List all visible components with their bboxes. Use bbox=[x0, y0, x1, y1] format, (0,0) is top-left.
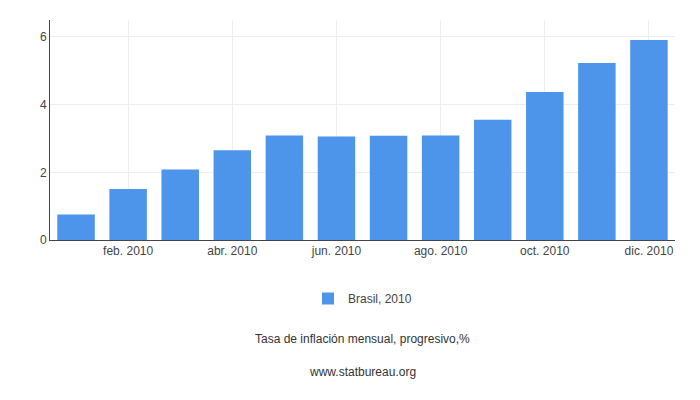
svg-text:feb. 2010: feb. 2010 bbox=[103, 244, 153, 258]
svg-text:oct. 2010: oct. 2010 bbox=[520, 244, 570, 258]
svg-text:abr. 2010: abr. 2010 bbox=[207, 244, 257, 258]
svg-text:6: 6 bbox=[40, 30, 47, 44]
svg-text:Tasa de inflación mensual, pro: Tasa de inflación mensual, progresivo,% bbox=[255, 332, 470, 346]
svg-text:ago. 2010: ago. 2010 bbox=[414, 244, 468, 258]
svg-text:Brasil, 2010: Brasil, 2010 bbox=[348, 292, 412, 306]
svg-text:0: 0 bbox=[40, 233, 47, 247]
svg-text:4: 4 bbox=[40, 98, 47, 112]
svg-text:www.statbureau.org: www.statbureau.org bbox=[309, 365, 416, 379]
svg-text:jun. 2010: jun. 2010 bbox=[311, 244, 362, 258]
svg-text:dic. 2010: dic. 2010 bbox=[625, 244, 674, 258]
svg-text:2: 2 bbox=[40, 166, 47, 180]
